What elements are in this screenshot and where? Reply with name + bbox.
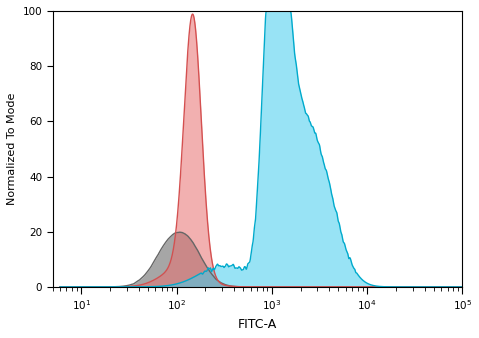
X-axis label: FITC-A: FITC-A (238, 318, 277, 331)
Y-axis label: Normalized To Mode: Normalized To Mode (7, 93, 17, 205)
